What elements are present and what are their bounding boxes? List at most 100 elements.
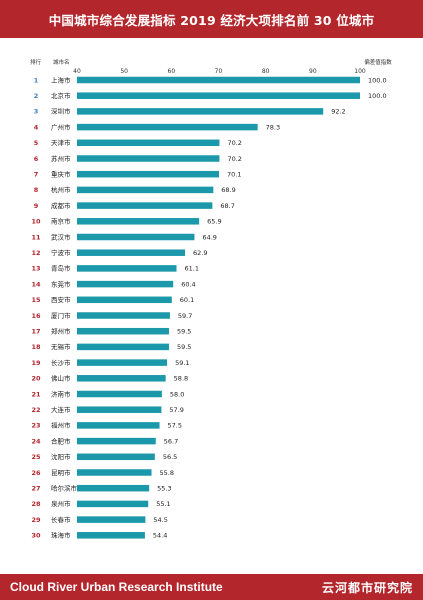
- bar-row: 14 东莞市 60.4: [31, 279, 195, 288]
- bar: [77, 280, 174, 288]
- value-label: 70.2: [227, 155, 241, 163]
- value-label: 58.0: [170, 390, 184, 398]
- city-label: 长沙市: [51, 358, 71, 367]
- bar: [77, 390, 162, 398]
- bar-row: 28 泉州市 55.1: [31, 499, 170, 508]
- bar-row: 19 长沙市 59.1: [31, 358, 189, 367]
- value-label: 61.1: [185, 265, 199, 273]
- bar-row: 6 苏州市 70.2: [34, 154, 242, 163]
- rank-label: 3: [34, 108, 39, 116]
- bar: [77, 422, 160, 429]
- rank-label: 1: [34, 76, 39, 84]
- bar: [77, 108, 324, 115]
- value-label: 100.0: [368, 76, 387, 84]
- value-label: 55.1: [156, 500, 170, 508]
- value-label: 64.9: [202, 233, 216, 241]
- bar: [77, 359, 168, 366]
- bar: [77, 296, 172, 304]
- city-label: 佛山市: [51, 374, 71, 383]
- bar-row: 12 宁波市 62.9: [31, 248, 207, 257]
- bar: [77, 484, 150, 492]
- value-label: 55.8: [160, 469, 174, 477]
- bar-row: 4 广州市 78.3: [34, 122, 280, 131]
- value-label: 54.5: [153, 516, 167, 524]
- bar: [77, 76, 360, 84]
- city-label: 成都市: [51, 201, 71, 210]
- value-label: 70.1: [227, 171, 241, 179]
- city-label: 泉州市: [51, 499, 71, 508]
- bar-row: 25 沈阳市 56.5: [31, 452, 177, 461]
- bar-row: 21 济南市 58.0: [31, 389, 184, 398]
- bar-row: 22 大连市 57.9: [31, 405, 183, 414]
- bar: [77, 139, 220, 147]
- bar-row: 20 佛山市 58.8: [31, 374, 188, 383]
- bar: [77, 249, 186, 256]
- city-column-header: 城市名: [53, 58, 70, 66]
- rank-label: 17: [31, 328, 40, 336]
- x-tick-label: 70: [215, 68, 223, 75]
- bar-row: 5 天津市 70.2: [34, 138, 242, 147]
- value-label: 56.5: [163, 453, 177, 461]
- rank-label: 18: [31, 343, 41, 351]
- value-label: 59.5: [177, 328, 191, 336]
- city-label: 福州市: [51, 421, 71, 430]
- value-label: 70.2: [227, 139, 241, 147]
- rank-label: 5: [34, 139, 39, 147]
- rank-label: 26: [31, 469, 41, 477]
- rank-label: 30: [31, 532, 41, 540]
- rank-label: 20: [31, 375, 41, 383]
- city-label: 深圳市: [51, 107, 71, 116]
- rank-label: 11: [31, 233, 41, 241]
- value-label: 62.9: [193, 249, 207, 257]
- bar-row: 23 福州市 57.5: [31, 421, 182, 430]
- rank-label: 8: [34, 186, 39, 194]
- bar: [77, 92, 360, 99]
- city-label: 广州市: [51, 122, 71, 131]
- rank-label: 19: [31, 359, 41, 367]
- value-label: 100.0: [368, 92, 387, 100]
- bar-row: 24 合肥市 56.7: [31, 436, 178, 445]
- x-tick-label: 60: [168, 68, 176, 75]
- value-label: 60.1: [180, 296, 194, 304]
- bar: [77, 532, 145, 539]
- bar-row: 17 郑州市 59.5: [31, 327, 191, 336]
- x-axis-ticks: 40 50 60 70 80 90 100: [73, 68, 366, 75]
- x-tick-label: 100: [354, 68, 366, 75]
- value-label: 59.1: [175, 359, 189, 367]
- city-label: 东莞市: [51, 279, 71, 288]
- rank-label: 4: [34, 123, 39, 131]
- bar: [77, 233, 195, 241]
- bar: [77, 202, 213, 209]
- rank-label: 15: [31, 296, 41, 304]
- bar-chart: 排行 城市名 偏差值指数 40 50 60 70 80 90 100 1 上海市 100.0 2 北…: [30, 58, 392, 540]
- bar: [77, 186, 214, 194]
- value-label: 59.7: [178, 312, 192, 320]
- city-label: 天津市: [51, 138, 71, 147]
- rank-label: 12: [31, 249, 40, 257]
- city-label: 珠海市: [51, 531, 71, 540]
- value-label: 68.7: [220, 202, 234, 210]
- value-label: 60.4: [181, 280, 195, 288]
- rank-label: 21: [31, 390, 41, 398]
- city-label: 苏州市: [51, 154, 71, 163]
- city-label: 哈尔滨市: [51, 484, 78, 493]
- city-label: 昆明市: [51, 468, 71, 477]
- value-label: 57.5: [168, 422, 182, 430]
- bar-row: 10 南京市 65.9: [31, 217, 221, 226]
- city-label: 郑州市: [51, 327, 71, 336]
- bar-row: 29 长春市 54.5: [31, 515, 167, 524]
- bar-row: 2 北京市 100.0: [34, 91, 387, 100]
- bar-row: 1 上海市 100.0: [34, 75, 387, 84]
- rank-label: 23: [31, 422, 40, 430]
- city-label: 长春市: [51, 515, 71, 524]
- bar: [77, 500, 149, 508]
- rank-label: 10: [31, 218, 41, 226]
- value-label: 54.4: [153, 532, 167, 540]
- bar-row: 3 深圳市 92.2: [34, 107, 346, 116]
- value-label: 65.9: [207, 218, 221, 226]
- value-label: 92.2: [331, 108, 345, 116]
- city-label: 沈阳市: [51, 452, 71, 461]
- city-label: 北京市: [51, 91, 71, 100]
- bar: [77, 406, 162, 413]
- bar: [77, 218, 200, 225]
